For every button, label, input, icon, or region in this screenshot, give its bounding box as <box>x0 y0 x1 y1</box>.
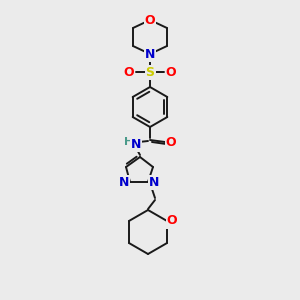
Text: N: N <box>119 176 129 188</box>
Text: O: O <box>167 214 177 227</box>
Text: N: N <box>145 47 155 61</box>
Text: O: O <box>124 65 134 79</box>
Text: N: N <box>149 176 159 188</box>
Text: H: H <box>124 137 134 147</box>
Text: O: O <box>166 65 176 79</box>
Text: O: O <box>166 136 176 149</box>
Text: S: S <box>146 65 154 79</box>
Text: N: N <box>131 137 141 151</box>
Text: O: O <box>145 14 155 26</box>
